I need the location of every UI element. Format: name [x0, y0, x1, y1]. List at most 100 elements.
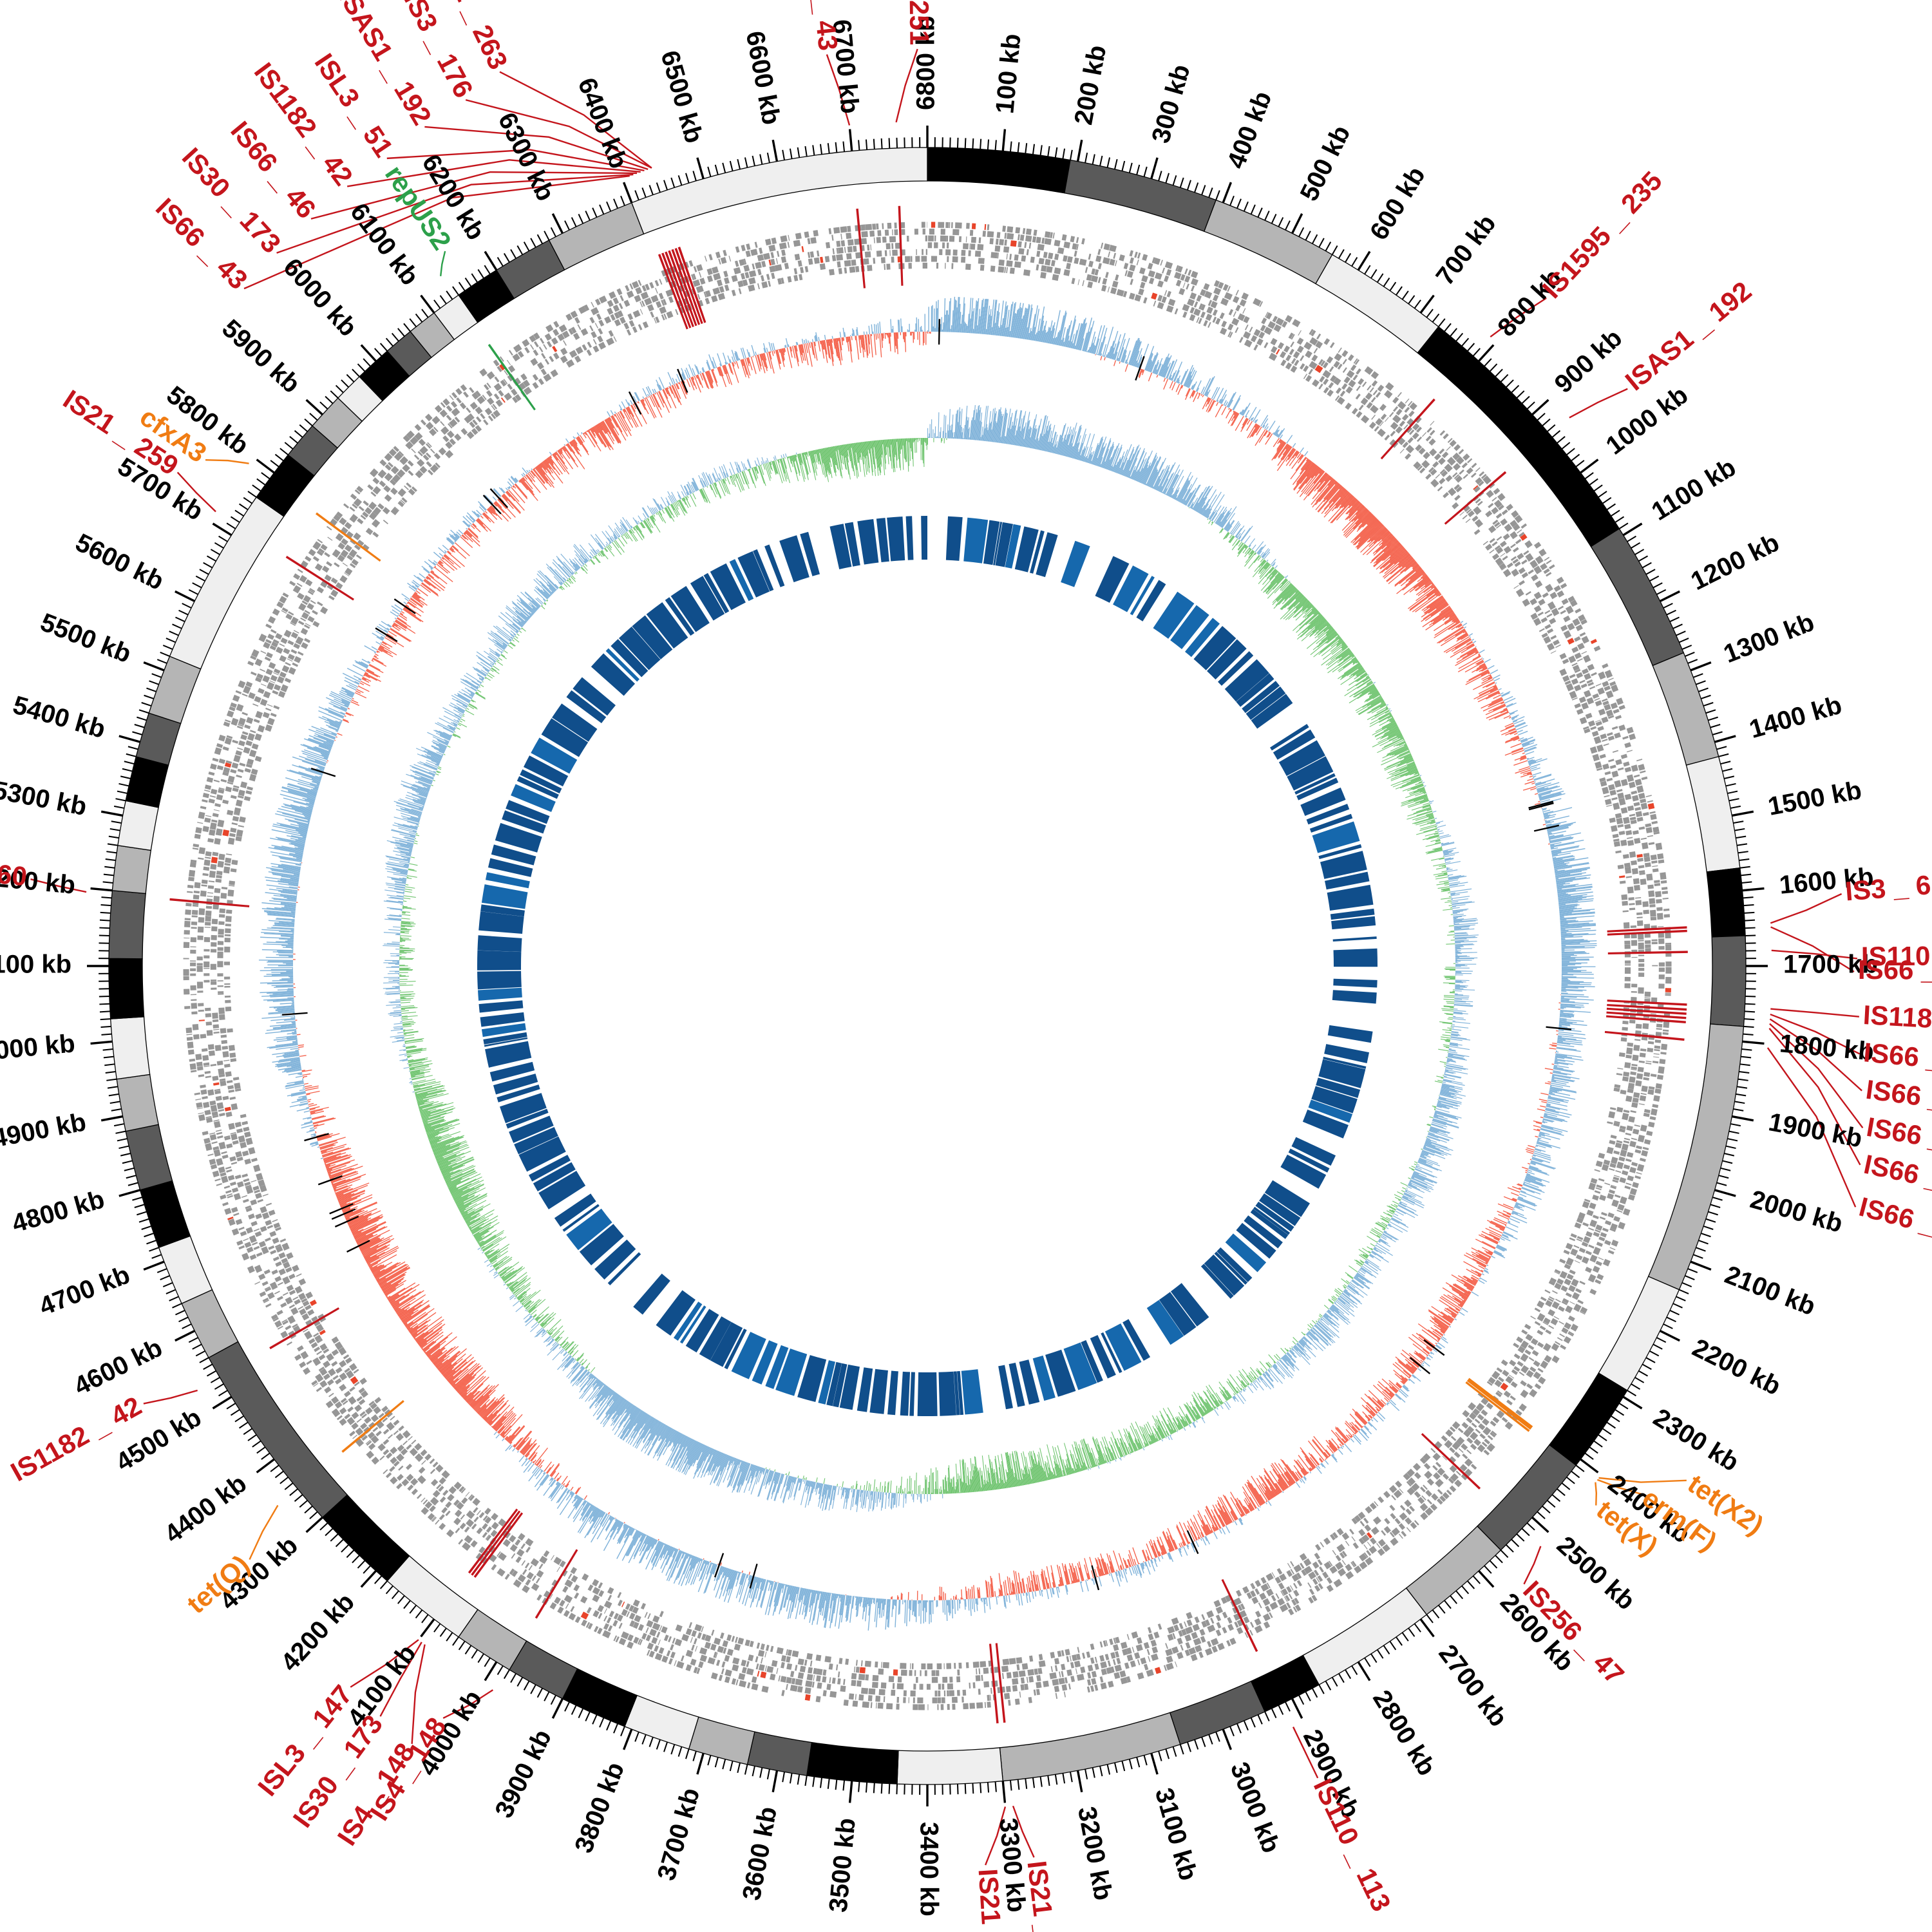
histogram-bar	[1387, 732, 1401, 739]
histogram-bar	[1446, 978, 1455, 980]
core-genome-block	[818, 1360, 836, 1405]
histogram-bar	[1157, 467, 1170, 491]
histogram-bar	[1447, 1056, 1466, 1060]
core-genome-block	[764, 544, 785, 587]
histogram-bar	[1258, 562, 1268, 573]
histogram-bar	[1428, 1132, 1450, 1141]
histogram-bar	[1444, 976, 1455, 978]
histogram-bar	[1383, 723, 1397, 732]
histogram-bar	[1324, 1314, 1329, 1318]
histogram-bar	[1326, 629, 1335, 636]
core-genome-block	[1061, 540, 1090, 587]
histogram-bar	[1408, 1177, 1411, 1180]
histogram-bar	[1447, 934, 1455, 936]
histogram-bar	[677, 491, 682, 499]
histogram-bar	[1202, 508, 1208, 516]
histogram-bar	[1112, 447, 1122, 472]
histogram-bar	[1336, 1299, 1350, 1311]
histogram-bar	[1419, 1156, 1439, 1164]
core-genome-block	[1327, 1025, 1373, 1043]
histogram-bar	[399, 991, 414, 993]
histogram-bar	[1412, 813, 1434, 820]
histogram-bar	[1199, 505, 1206, 514]
histogram-bar	[1419, 790, 1426, 793]
histogram-bar	[1388, 734, 1403, 741]
histogram-bar	[1330, 1307, 1346, 1321]
histogram-bar	[1367, 702, 1386, 714]
histogram-bar	[1125, 446, 1139, 477]
histogram-bar	[410, 857, 415, 858]
histogram-bar	[804, 1479, 806, 1484]
histogram-bar	[402, 891, 405, 893]
histogram-bar	[1372, 732, 1401, 748]
histogram-bar	[1319, 1313, 1323, 1317]
core-genome-block	[826, 1361, 842, 1406]
histogram-bar	[1439, 858, 1444, 860]
histogram-bar	[1390, 719, 1395, 723]
histogram-bar	[438, 766, 442, 769]
histogram-bar	[1142, 1448, 1145, 1451]
histogram-bar	[1014, 430, 1018, 446]
histogram-bar	[1022, 439, 1025, 447]
histogram-bar	[1280, 591, 1300, 610]
histogram-bar	[1406, 765, 1417, 770]
core-genome-block	[483, 1032, 527, 1045]
histogram-bar	[1150, 471, 1159, 488]
histogram-bar	[721, 466, 727, 478]
histogram-bar	[938, 437, 940, 439]
core-genome-block	[839, 1364, 860, 1410]
histogram-bar	[1310, 614, 1321, 625]
histogram-bar	[1403, 738, 1405, 740]
histogram-bar	[1341, 664, 1361, 679]
histogram-bar	[837, 1486, 840, 1495]
histogram-bar	[1326, 1311, 1333, 1317]
histogram-bar	[592, 556, 595, 559]
histogram-bar	[1427, 1130, 1429, 1132]
histogram-bar	[541, 1312, 556, 1327]
core-genome-block	[1225, 1233, 1267, 1273]
histogram-bar	[1248, 538, 1256, 547]
histogram-bar	[1119, 444, 1132, 475]
histogram-bar	[1399, 1201, 1408, 1206]
histogram-bar	[1379, 703, 1387, 708]
histogram-bar	[1128, 458, 1138, 478]
histogram-bar	[1453, 936, 1455, 938]
histogram-bar	[1455, 955, 1467, 956]
histogram-bar	[1025, 426, 1031, 448]
histogram-bar	[1446, 867, 1449, 869]
histogram-bar	[1343, 1290, 1363, 1305]
histogram-bar	[849, 1488, 851, 1490]
histogram-bar	[1426, 820, 1435, 824]
histogram-bar	[406, 1057, 408, 1059]
histogram-bar	[1398, 1204, 1415, 1213]
histogram-bar	[1247, 549, 1252, 554]
histogram-bar	[480, 684, 484, 687]
histogram-bar	[1188, 1424, 1191, 1428]
histogram-bar	[934, 433, 935, 439]
histogram-bar	[1305, 605, 1314, 612]
histogram-bar	[1371, 690, 1378, 695]
histogram-bar	[1310, 617, 1325, 630]
histogram-bar	[1074, 442, 1080, 459]
histogram-bar	[1400, 1182, 1408, 1186]
histogram-bar	[1385, 1225, 1387, 1227]
histogram-bar	[1445, 1057, 1448, 1058]
core-genome-block	[1308, 1099, 1353, 1123]
histogram-bar	[1251, 1383, 1258, 1391]
histogram-bar	[1076, 428, 1086, 460]
histogram-bar	[399, 952, 407, 954]
histogram-bar	[1441, 870, 1447, 873]
histogram-bar	[1406, 777, 1421, 784]
histogram-bar	[1343, 1291, 1350, 1298]
histogram-bar	[1292, 442, 1296, 448]
histogram-bar	[1337, 652, 1352, 663]
histogram-bar	[1379, 713, 1392, 721]
core-genome-block	[1029, 530, 1045, 574]
histogram-bar	[956, 422, 959, 439]
core-genome-block	[887, 1370, 898, 1416]
histogram-bar	[1371, 1228, 1383, 1235]
histogram-bar	[1028, 437, 1031, 448]
histogram-bar	[1244, 1388, 1247, 1390]
histogram-bar	[1369, 690, 1379, 697]
histogram-bar	[1368, 1251, 1371, 1253]
